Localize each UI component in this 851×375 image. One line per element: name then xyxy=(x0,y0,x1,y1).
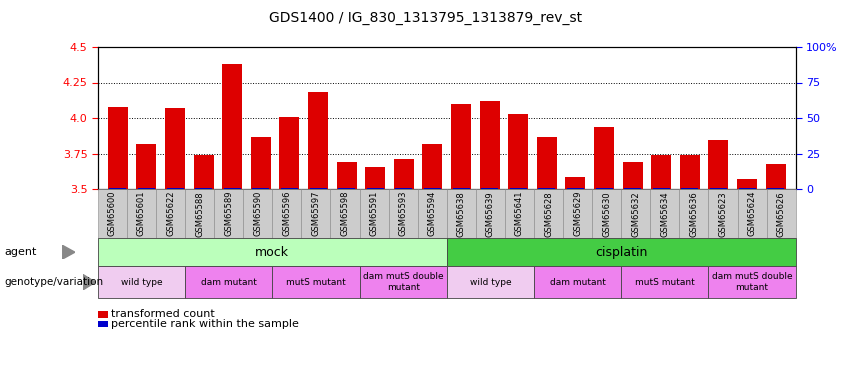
Bar xyxy=(338,188,355,189)
Text: mutS mutant: mutS mutant xyxy=(635,278,694,287)
Text: GSM65638: GSM65638 xyxy=(457,191,465,237)
Bar xyxy=(739,188,756,189)
Text: GSM65598: GSM65598 xyxy=(340,191,350,237)
Text: agent: agent xyxy=(4,247,37,257)
Text: wild type: wild type xyxy=(121,278,163,287)
Text: GSM65639: GSM65639 xyxy=(486,191,495,237)
Text: GSM65601: GSM65601 xyxy=(137,191,146,237)
Text: GSM65623: GSM65623 xyxy=(718,191,728,237)
Bar xyxy=(596,188,613,189)
Polygon shape xyxy=(62,245,75,259)
Bar xyxy=(767,188,784,189)
Text: GSM65622: GSM65622 xyxy=(166,191,175,237)
Text: mutS mutant: mutS mutant xyxy=(286,278,346,287)
Bar xyxy=(365,166,386,189)
Text: wild type: wild type xyxy=(470,278,511,287)
Bar xyxy=(308,93,328,189)
Bar xyxy=(367,188,384,189)
Text: GSM65632: GSM65632 xyxy=(631,191,640,237)
Bar xyxy=(481,188,498,189)
Bar xyxy=(480,101,500,189)
Bar xyxy=(424,188,441,189)
Bar xyxy=(510,188,527,189)
Bar xyxy=(565,177,585,189)
Text: GSM65636: GSM65636 xyxy=(689,191,699,237)
Bar xyxy=(594,127,614,189)
Text: GSM65624: GSM65624 xyxy=(747,191,757,237)
Text: GSM65590: GSM65590 xyxy=(254,191,262,237)
Bar xyxy=(624,188,641,189)
Bar xyxy=(138,188,155,189)
Bar xyxy=(194,155,214,189)
Text: dam mutant: dam mutant xyxy=(201,278,257,287)
Bar xyxy=(222,64,243,189)
Bar xyxy=(167,188,184,189)
Bar xyxy=(108,107,128,189)
Text: GSM65593: GSM65593 xyxy=(398,191,408,237)
Text: GSM65634: GSM65634 xyxy=(660,191,670,237)
Bar xyxy=(537,136,557,189)
Bar xyxy=(165,108,186,189)
Bar xyxy=(651,155,671,189)
Bar xyxy=(224,188,241,189)
Text: dam mutS double
mutant: dam mutS double mutant xyxy=(711,273,792,292)
Text: dam mutant: dam mutant xyxy=(550,278,606,287)
Text: transformed count: transformed count xyxy=(111,309,215,319)
Bar xyxy=(680,155,700,189)
Bar xyxy=(396,188,413,189)
Bar xyxy=(453,188,470,189)
Text: GSM65641: GSM65641 xyxy=(515,191,524,237)
Text: GSM65630: GSM65630 xyxy=(603,191,611,237)
Bar xyxy=(110,188,127,189)
Bar xyxy=(710,188,727,189)
Bar xyxy=(253,188,270,189)
Text: GSM65626: GSM65626 xyxy=(777,191,785,237)
Text: GSM65629: GSM65629 xyxy=(573,191,582,237)
Bar xyxy=(281,188,298,189)
Bar xyxy=(422,144,443,189)
Text: GSM65597: GSM65597 xyxy=(311,191,321,237)
Text: mock: mock xyxy=(255,246,289,259)
Polygon shape xyxy=(83,274,95,290)
Text: cisplatin: cisplatin xyxy=(595,246,648,259)
Text: GSM65591: GSM65591 xyxy=(369,191,379,237)
Text: GSM65596: GSM65596 xyxy=(283,191,291,237)
Bar xyxy=(337,162,357,189)
Bar xyxy=(737,179,757,189)
Text: GSM65600: GSM65600 xyxy=(108,191,117,237)
Bar xyxy=(195,188,212,189)
Text: GDS1400 / IG_830_1313795_1313879_rev_st: GDS1400 / IG_830_1313795_1313879_rev_st xyxy=(269,11,582,25)
Text: GSM65588: GSM65588 xyxy=(195,191,204,237)
Text: GSM65589: GSM65589 xyxy=(224,191,233,237)
Bar xyxy=(508,114,528,189)
Text: dam mutS double
mutant: dam mutS double mutant xyxy=(363,273,443,292)
Bar xyxy=(136,144,157,189)
Bar xyxy=(567,188,584,189)
Text: percentile rank within the sample: percentile rank within the sample xyxy=(111,319,300,328)
Bar xyxy=(709,140,728,189)
Bar xyxy=(623,162,643,189)
Bar xyxy=(279,117,300,189)
Bar xyxy=(539,188,556,189)
Bar xyxy=(394,159,414,189)
Text: GSM65628: GSM65628 xyxy=(544,191,553,237)
Bar xyxy=(653,188,670,189)
Text: GSM65594: GSM65594 xyxy=(428,191,437,237)
Bar xyxy=(766,164,785,189)
Bar xyxy=(251,136,271,189)
Bar xyxy=(451,104,471,189)
Bar xyxy=(310,188,327,189)
Bar xyxy=(682,188,699,189)
Text: genotype/variation: genotype/variation xyxy=(4,277,103,287)
